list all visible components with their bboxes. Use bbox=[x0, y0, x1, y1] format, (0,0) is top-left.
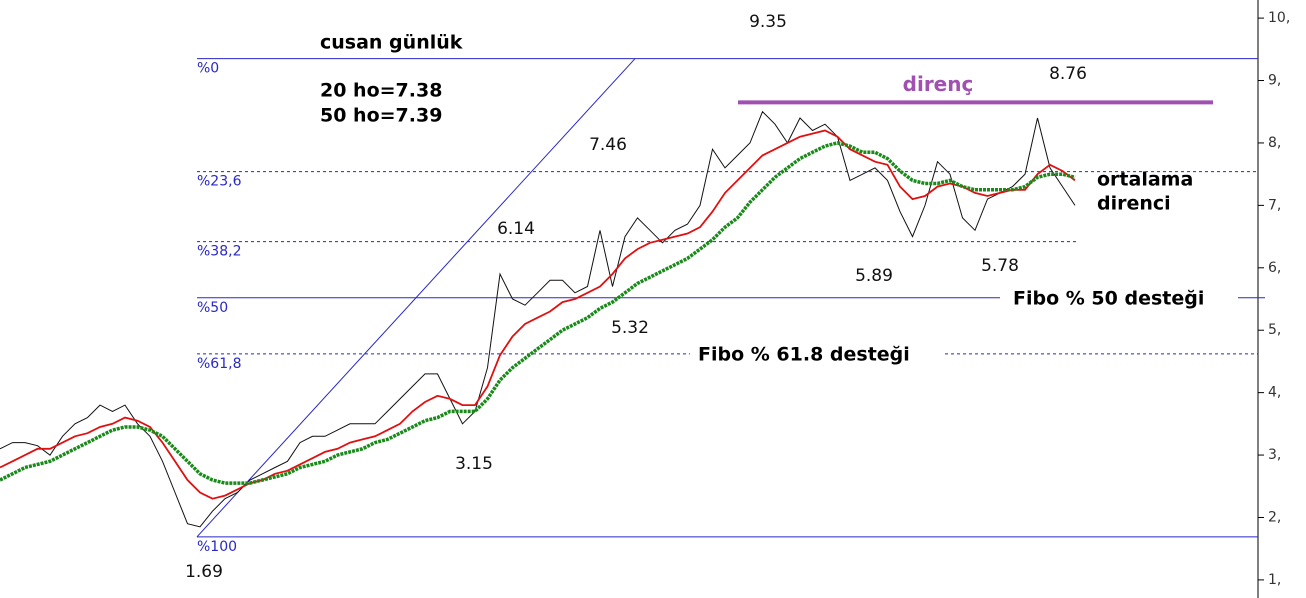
note: Fibo % 50 desteği bbox=[1013, 288, 1204, 310]
price-label: 7.46 bbox=[589, 135, 627, 155]
chart-title: cusan günlük bbox=[320, 32, 463, 54]
fib-label: %38,2 bbox=[197, 244, 241, 260]
series-line bbox=[0, 141, 1076, 485]
note: ortalama bbox=[1097, 169, 1193, 191]
price-label: 5.32 bbox=[611, 318, 649, 338]
y-tick-label: 3, bbox=[1268, 447, 1281, 463]
y-tick-label: 4, bbox=[1268, 385, 1281, 401]
ma-label: 50 ho=7.39 bbox=[320, 105, 442, 127]
fib-label: %0 bbox=[197, 61, 219, 77]
price-label: 1.69 bbox=[185, 562, 223, 582]
fib-label: %61,8 bbox=[197, 356, 241, 372]
y-tick-label: 1, bbox=[1268, 572, 1281, 588]
note: direnci bbox=[1097, 193, 1171, 215]
fib-label: %23,6 bbox=[197, 174, 242, 190]
price-label: 3.15 bbox=[455, 454, 493, 474]
y-tick-label: 7, bbox=[1268, 197, 1281, 213]
y-tick-label: 6, bbox=[1268, 260, 1281, 276]
y-tick-label: 9, bbox=[1268, 73, 1281, 89]
price-label: 8.76 bbox=[1049, 64, 1087, 84]
price-label: 5.78 bbox=[981, 256, 1019, 276]
trend-line bbox=[196, 58, 636, 538]
y-tick-label: 8, bbox=[1268, 135, 1281, 151]
resistance-label: direnç bbox=[903, 72, 974, 96]
price-label: 6.14 bbox=[497, 219, 535, 239]
y-tick-label: 5, bbox=[1268, 322, 1281, 338]
fib-label: %50 bbox=[197, 300, 228, 316]
series-line bbox=[0, 110, 1076, 528]
price-label: 9.35 bbox=[749, 12, 787, 32]
fib-label: %100 bbox=[197, 539, 237, 555]
note: Fibo % 61.8 desteği bbox=[698, 344, 910, 366]
y-tick-label: 10, bbox=[1268, 10, 1290, 26]
y-tick-label: 2, bbox=[1268, 509, 1281, 525]
price-label: 5.89 bbox=[855, 266, 893, 286]
series-line bbox=[0, 129, 1076, 500]
ma-label: 20 ho=7.38 bbox=[320, 80, 442, 102]
